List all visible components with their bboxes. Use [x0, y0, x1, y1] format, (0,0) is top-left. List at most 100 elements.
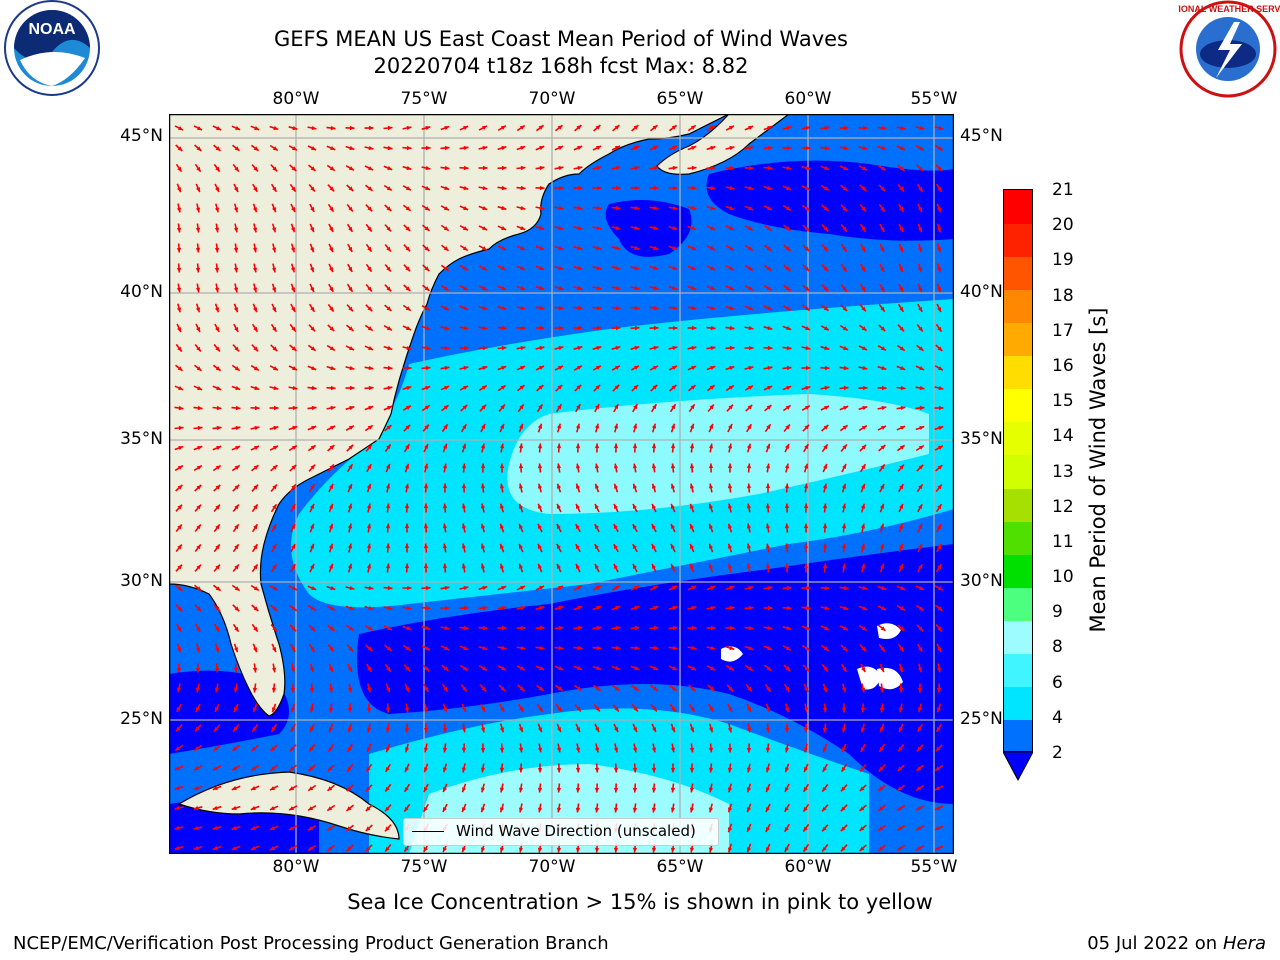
wind-wave-arrow	[670, 523, 676, 533]
wind-wave-arrow	[309, 723, 315, 733]
wind-wave-arrow	[860, 503, 866, 513]
wind-wave-arrow	[841, 503, 847, 513]
wind-wave-arrow	[518, 443, 524, 453]
wind-wave-arrow	[232, 504, 240, 512]
wind-wave-arrow	[840, 243, 848, 253]
wind-wave-arrow	[898, 523, 904, 533]
wind-wave-arrow	[307, 125, 317, 131]
wind-wave-arrow	[917, 543, 923, 553]
wind-wave-arrow	[231, 464, 241, 472]
wind-wave-arrow	[594, 803, 600, 813]
wind-wave-arrow	[573, 605, 583, 611]
wind-wave-arrow	[175, 604, 183, 612]
wind-wave-arrow	[765, 483, 771, 493]
wind-wave-arrow	[516, 285, 526, 291]
wind-wave-arrow	[231, 405, 241, 411]
wind-wave-arrow	[896, 804, 906, 812]
wind-wave-arrow	[573, 625, 583, 631]
wind-wave-arrow	[746, 483, 752, 493]
wind-wave-arrow	[270, 164, 278, 172]
wind-wave-arrow	[347, 723, 353, 733]
wind-wave-arrow	[593, 703, 601, 713]
wind-wave-arrow	[820, 325, 830, 331]
wind-wave-arrow	[896, 784, 906, 792]
wind-wave-arrow	[915, 425, 925, 431]
wind-wave-arrow	[860, 563, 866, 573]
wind-wave-arrow	[803, 723, 809, 733]
wind-wave-arrow	[346, 304, 354, 312]
wind-wave-arrow	[611, 205, 621, 211]
wind-wave-arrow	[821, 824, 829, 832]
wind-wave-arrow	[765, 503, 771, 513]
wind-wave-arrow	[309, 663, 315, 673]
wind-wave-arrow	[840, 204, 848, 212]
wind-wave-arrow	[898, 503, 904, 513]
wind-wave-arrow	[404, 463, 410, 473]
wind-wave-arrow	[821, 843, 829, 853]
wind-wave-arrow	[537, 463, 543, 473]
wind-wave-arrow	[422, 424, 430, 432]
wind-wave-arrow	[821, 204, 829, 212]
wind-wave-arrow	[765, 803, 771, 813]
wind-wave-arrow	[290, 543, 296, 553]
wind-wave-arrow	[765, 523, 771, 533]
wind-wave-arrow	[725, 664, 735, 672]
wind-wave-arrow	[744, 145, 754, 151]
lat-label: 35°N	[120, 429, 163, 449]
wind-wave-arrow	[345, 405, 355, 411]
lat-label: 40°N	[960, 282, 1003, 302]
wind-wave-arrow	[517, 403, 525, 413]
wind-wave-arrow	[233, 643, 239, 653]
wind-wave-arrow	[385, 483, 391, 493]
wind-wave-arrow	[630, 365, 640, 371]
wind-wave-arrow	[669, 403, 677, 413]
wind-wave-arrow	[194, 524, 202, 532]
wind-wave-arrow	[442, 503, 448, 513]
wind-wave-arrow	[840, 784, 848, 792]
wind-wave-arrow	[668, 245, 678, 251]
wind-wave-arrow	[384, 443, 392, 453]
wind-wave-arrow	[879, 663, 885, 673]
wind-wave-arrow	[936, 523, 942, 533]
wind-wave-arrow	[175, 364, 183, 372]
wind-wave-arrow	[727, 483, 733, 493]
wind-wave-arrow	[176, 623, 182, 633]
wind-wave-arrow	[689, 483, 695, 493]
wind-wave-arrow	[404, 443, 410, 453]
wind-wave-arrow	[727, 743, 733, 753]
wind-wave-arrow	[364, 125, 374, 131]
wind-wave-arrow	[497, 185, 507, 191]
wind-wave-arrow	[935, 503, 943, 513]
wind-wave-arrow	[936, 663, 942, 673]
wind-wave-arrow	[744, 165, 754, 171]
wind-wave-arrow	[421, 204, 431, 212]
wind-wave-arrow	[499, 743, 505, 753]
wind-wave-arrow	[345, 365, 355, 371]
wind-wave-arrow	[896, 844, 906, 852]
wind-wave-arrow	[213, 144, 221, 152]
wind-wave-arrow	[194, 724, 202, 732]
wind-wave-arrow	[250, 144, 260, 152]
wind-wave-arrow	[328, 723, 334, 733]
wind-wave-arrow	[307, 444, 317, 452]
wind-wave-arrow	[668, 325, 678, 331]
wind-wave-arrow	[916, 324, 924, 332]
wind-wave-arrow	[195, 263, 201, 273]
wind-wave-arrow	[347, 483, 353, 493]
wind-wave-arrow	[442, 743, 448, 753]
wind-wave-arrow	[212, 744, 222, 752]
wind-wave-arrow	[518, 743, 524, 753]
wind-wave-arrow	[174, 845, 184, 851]
wind-wave-arrow	[820, 605, 830, 611]
wind-wave-arrow	[860, 543, 866, 553]
wind-wave-arrow	[879, 283, 885, 293]
wind-wave-arrow	[270, 624, 278, 632]
wind-wave-arrow	[725, 205, 735, 211]
wind-wave-arrow	[554, 285, 564, 291]
wind-wave-arrow	[497, 365, 507, 371]
wind-wave-arrow	[193, 765, 203, 771]
wind-wave-arrow	[575, 503, 581, 513]
wind-wave-arrow	[384, 663, 392, 673]
wind-wave-arrow	[403, 284, 411, 292]
wind-wave-arrow	[782, 404, 792, 412]
